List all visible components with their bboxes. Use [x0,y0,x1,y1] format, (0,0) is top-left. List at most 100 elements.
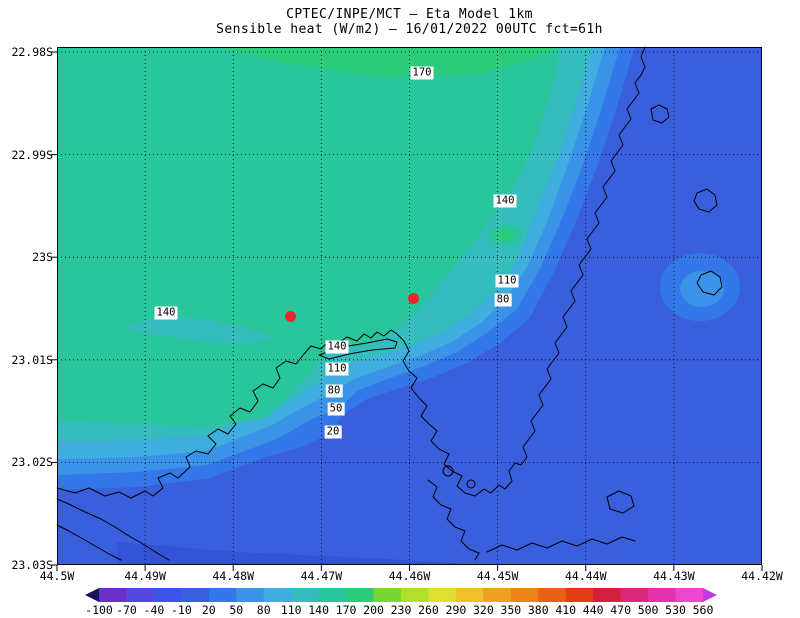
colorbar-tick-label: 410 [555,603,577,617]
colorbar-tick-label: 260 [418,603,439,617]
colorbar-tick-label: -100 [85,603,113,617]
colorbar-tick-label: 140 [308,603,330,617]
island-bay-2 [466,479,476,489]
colorbar-segment [401,588,429,602]
colorbar-tick-label: 170 [335,603,357,617]
colorbar-arrow-right [703,588,717,602]
colorbar-tick-label: 50 [229,603,244,617]
contour-label: 80 [325,384,343,398]
colorbar-segment [153,588,182,602]
chart-subtitle: Sensible heat (W/m2) — 16/01/2022 00UTC … [216,22,603,37]
band-patch-50-80 [680,271,724,307]
colorbar-tick-label: 200 [363,603,384,617]
band-170-200 [217,47,562,77]
contour-label: 140 [493,194,517,208]
contour-label: 50 [327,402,345,416]
contour-label: 80 [494,293,512,307]
colorbar [85,587,717,602]
lon-axis-label: 44.42W [741,569,783,583]
band-local-max-inner [496,230,514,240]
colorbar-segment [648,588,677,602]
lat-axis-label: 23.01S [11,352,53,367]
colorbar-tick-label: 500 [637,603,659,617]
band-coastal-dip [127,316,275,344]
colorbar-segment [318,588,347,602]
colorbar-tick-label: 20 [201,603,216,617]
colorbar-tick-label: 470 [610,603,632,617]
island-east-2 [696,270,723,296]
coastline-sandbar [318,338,398,360]
lat-axis-label: 23S [32,250,53,265]
colorbar-tick-label: -70 [116,603,137,617]
colorbar-segment [565,588,594,602]
colorbar-tick-label: 560 [692,603,714,617]
gridlines [57,47,762,565]
lat-axis-label: 23.03S [11,558,53,572]
island-northeast [650,104,670,124]
map-area [51,46,763,571]
island-bay-1 [442,465,454,477]
coastline-south-island [427,479,480,561]
colorbar-tick-label: 440 [582,603,604,617]
colorbar-svg [85,588,717,602]
colorbar-segment [99,588,127,602]
coastline-south-shore [486,536,636,553]
lon-axis-label: 44.49W [124,569,166,583]
colorbar-segment [208,588,237,602]
band-deep [117,542,487,565]
coastline-main [56,46,646,499]
axis-ticks [51,51,763,571]
colorbar-tick-label: 110 [280,603,302,617]
lat-axis-label: 22.99S [11,147,53,162]
colorbar-tick-label: 230 [390,603,412,617]
colorbar-segment [126,588,155,602]
lon-axis-label: 44.47W [300,569,343,583]
colorbar-segment [181,588,210,602]
colorbar-segment [428,588,457,602]
lon-axis-label: 44.48W [212,569,255,583]
colorbar-segment [620,588,649,602]
lon-axis-label: 44.45W [476,569,519,583]
colorbar-segment [538,588,567,602]
colorbar-segment [346,588,375,602]
colorbar-segment [483,588,512,602]
colorbar-tick-label: 290 [445,603,467,617]
contour-label: 110 [495,274,519,288]
colorbar-tick-label: 320 [472,603,494,617]
chart-title: CPTEC/INPE/MCT — Eta Model 1km [286,7,533,22]
island-southeast [606,490,635,514]
coastline-southwest-2 [56,524,122,561]
colorbar-segment [510,588,539,602]
contour-label: 140 [325,340,349,354]
contour-label: 170 [410,66,434,80]
colorbar-segment [675,588,704,602]
colorbar-tick-label: 350 [500,603,522,617]
colorbar-segment [373,588,402,602]
coastline-layer [56,46,723,561]
colorbar-tick-label: 380 [527,603,549,617]
colorbar-segment [455,588,484,602]
station-marker [407,292,419,304]
contour-map [51,46,763,571]
colorbar-tick-label: -10 [170,603,192,617]
lon-axis-label: 44.44W [564,569,607,583]
station-marker [284,310,296,322]
lon-axis-label: 44.5W [39,569,75,583]
contour-label: 140 [154,306,178,320]
lon-axis-label: 44.46W [388,569,431,583]
coastline-southwest-1 [56,498,170,561]
lat-axis-label: 23.02S [11,455,53,470]
colorbar-segment [593,588,622,602]
lon-axis-label: 44.43W [653,569,695,583]
colorbar-segment [236,588,265,602]
colorbar-tick-label: 530 [665,603,686,617]
contour-label: 20 [324,425,342,439]
colorbar-arrow-left [85,588,99,602]
island-east-1 [693,188,718,213]
colorbar-tick-label: -40 [143,603,165,617]
contour-label: 110 [325,362,349,376]
colorbar-tick-label: 80 [256,603,271,617]
map-border [57,47,762,565]
colorbar-segment [263,588,292,602]
